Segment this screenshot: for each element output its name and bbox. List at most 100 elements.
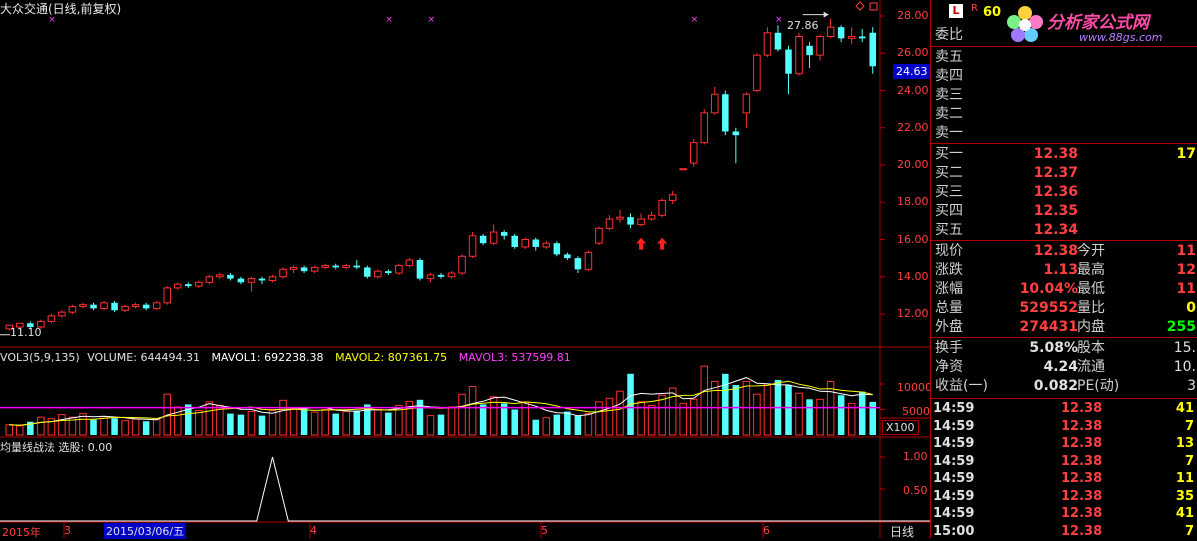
candle-body-up xyxy=(121,306,129,311)
trade-time: 14:59 xyxy=(933,471,975,486)
candle-body-up xyxy=(195,281,203,287)
candle-body-up xyxy=(489,231,498,244)
chart-area[interactable]: × × × × × 大众交通(日线,前复权) 27.86 11.10 24.63 28.… xyxy=(0,0,1121,539)
trade-price: 12.38 xyxy=(1061,453,1103,469)
trade-time: 14:59 xyxy=(933,418,975,434)
diamond-marker-icon xyxy=(855,1,865,11)
volume-bar-down xyxy=(553,414,561,435)
weibi-row: 委比 xyxy=(931,26,1197,44)
volume-bar-down xyxy=(364,404,371,435)
volume-bar-down xyxy=(479,404,487,435)
site-logo: 分析家公式网 www.88gs.com xyxy=(1001,2,1197,48)
volume-bar-down xyxy=(258,415,266,435)
candle-body-up xyxy=(247,278,256,283)
candle-body-up xyxy=(37,320,45,328)
volume-bar-up xyxy=(310,411,319,436)
volume-bar-down xyxy=(837,395,845,435)
price-tick: 16.00 xyxy=(897,233,929,246)
volume-bar-up xyxy=(395,404,403,436)
volume-bar-down xyxy=(416,399,424,435)
candle-body-up xyxy=(426,274,435,280)
stat-value: 12.38 xyxy=(1033,243,1078,259)
volume-bar-up xyxy=(816,398,824,436)
stat-value-2: 11 xyxy=(1176,281,1196,297)
bid-volume: 17 xyxy=(1176,146,1196,162)
trade-price: 12.38 xyxy=(1061,401,1103,416)
volume-bar-down xyxy=(806,399,813,435)
volume-bar-up xyxy=(279,399,287,436)
candle-body-up xyxy=(152,302,161,309)
fund-value-2: 10. xyxy=(1173,359,1196,375)
fund-value: 0.082 xyxy=(1033,378,1078,394)
volume-bar-down xyxy=(142,421,150,435)
candle-body-up xyxy=(447,272,456,278)
candle-body-down xyxy=(732,131,740,136)
price-tick: 26.00 xyxy=(897,46,929,59)
volume-bar-down xyxy=(385,412,392,435)
buy-arrow-icon xyxy=(636,237,647,250)
volume-bar-down xyxy=(858,391,866,435)
candle-body-up xyxy=(679,168,687,171)
trade-time: 14:59 xyxy=(933,488,975,504)
date-label-year: 2015年 xyxy=(2,526,41,539)
candle-body-up xyxy=(405,259,414,267)
volume-bar-up xyxy=(205,401,214,436)
trade-volume: 7 xyxy=(1184,418,1194,434)
candle-body-up xyxy=(289,266,298,270)
trade-price: 12.38 xyxy=(1061,418,1103,434)
volume-bar-up xyxy=(100,416,108,436)
signal-cross-marker: × xyxy=(427,15,435,25)
trade-volume: 11 xyxy=(1175,471,1194,486)
volume-bar-up xyxy=(647,404,656,436)
volume-bar-down xyxy=(90,419,97,435)
volume-bar-down xyxy=(564,411,571,435)
volume-bar-down xyxy=(185,404,192,435)
candle-body-up xyxy=(658,199,666,216)
signal-panel-title: 均量线战法 选股: 0.00 xyxy=(0,441,113,454)
stat-label-2: 今开 xyxy=(1077,243,1105,259)
volume-bar-up xyxy=(47,418,56,436)
trade-volume: 35 xyxy=(1175,488,1194,504)
candle-body-down xyxy=(353,265,361,268)
candle-body-down xyxy=(553,243,561,255)
volume-bar-up xyxy=(5,424,14,436)
volume-bar-up xyxy=(468,386,477,436)
date-label-6: 6 xyxy=(763,524,770,537)
candle-body-down xyxy=(774,32,782,50)
candle-body-up xyxy=(616,216,624,220)
stat-value-2: 0 xyxy=(1186,300,1196,316)
volume-bar-down xyxy=(227,413,234,435)
candle-body-down xyxy=(500,232,508,236)
kline-chart[interactable]: × × × × × xyxy=(0,0,1121,538)
stat-row: 总量 529552 量比 0 xyxy=(931,299,1197,317)
date-label-4: 4 xyxy=(310,524,317,537)
volume-bar-up xyxy=(374,409,382,436)
signal-cross-marker: × xyxy=(691,15,699,25)
tick-trade-row: 14:59 12.38 7 xyxy=(931,418,1197,436)
signal-cross-marker: × xyxy=(385,15,393,25)
stat-label: 现价 xyxy=(935,243,963,259)
tick-trade-row: 14:59 12.38 41 xyxy=(931,505,1197,523)
candle-body-down xyxy=(722,94,729,132)
fund-label: 换手 xyxy=(935,340,963,356)
candle-body-down xyxy=(806,45,813,56)
volume-bar-up xyxy=(321,409,329,436)
ask-row-2: 卖二 xyxy=(931,105,1197,123)
trade-time: 14:59 xyxy=(933,453,975,469)
price-tick: 24.00 xyxy=(897,84,929,97)
period-label[interactable]: 日线 xyxy=(890,525,915,539)
candle-body-up xyxy=(637,218,645,226)
bid-row-3: 买三 12.36 xyxy=(931,183,1197,201)
volume-bar-up xyxy=(68,416,77,436)
volume-bar-down xyxy=(869,401,876,435)
candle-body-down xyxy=(785,49,792,74)
candle-body-down xyxy=(237,278,245,283)
market-badge[interactable]: L xyxy=(949,4,963,18)
fund-value: 4.24 xyxy=(1043,359,1078,375)
date-cursor-label[interactable]: 2015/03/06/五 xyxy=(104,523,187,539)
volume-bar-up xyxy=(700,365,709,436)
volume-bar-up xyxy=(489,396,498,436)
bid-row-1: 买一 12.38 17 xyxy=(931,145,1197,163)
candle-body-up xyxy=(131,304,140,308)
bid-label: 买一 xyxy=(935,146,963,162)
